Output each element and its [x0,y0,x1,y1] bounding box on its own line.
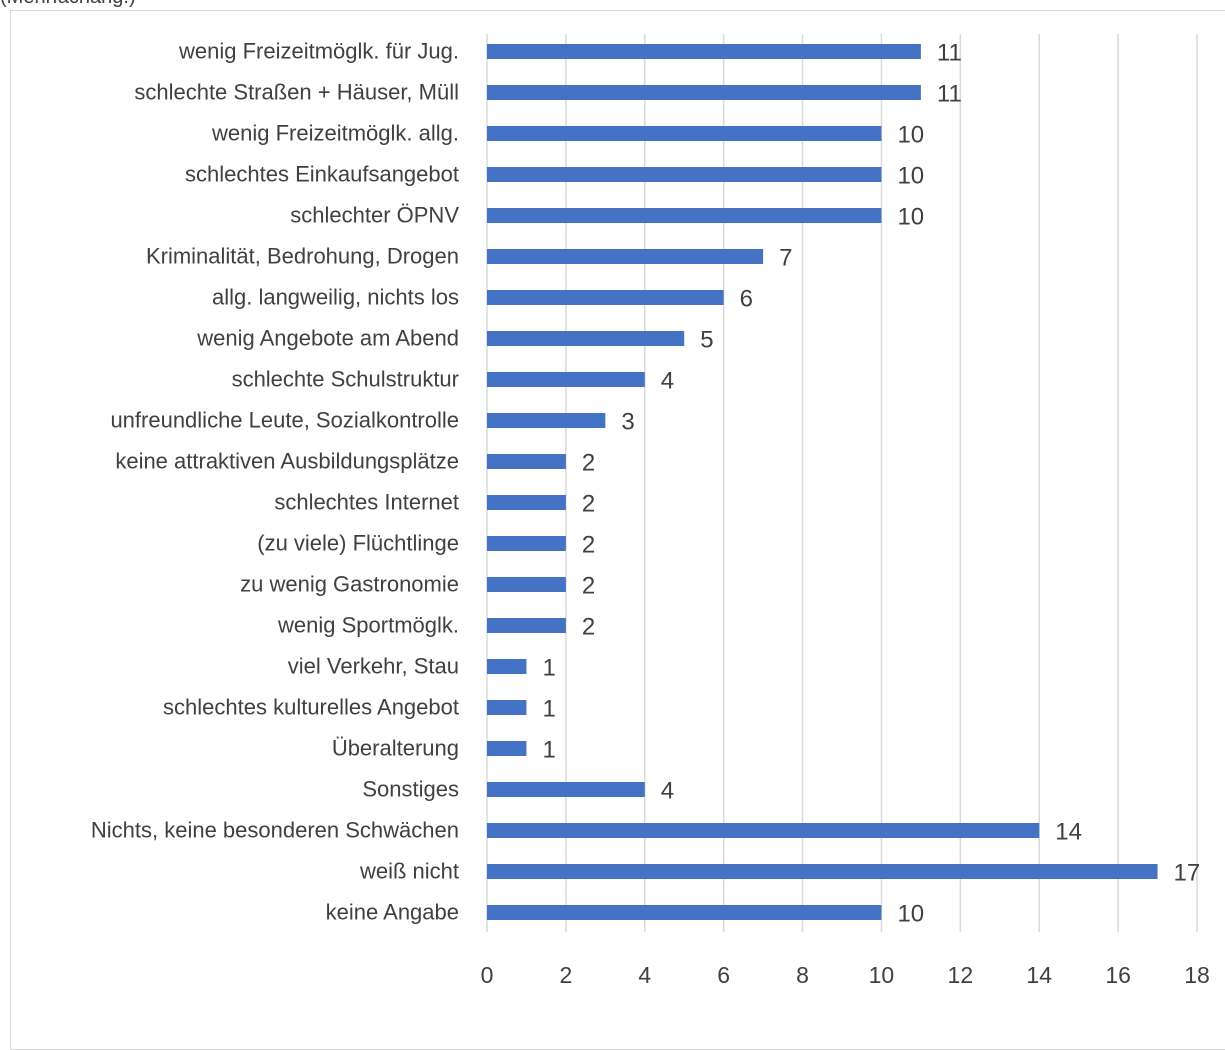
category-label: keine attraktiven Ausbildungsplätze [115,449,459,474]
x-axis-ticks: 0 2 4 6 8 10 12 14 16 18 [481,962,1210,988]
bar [487,44,921,59]
category-labels: wenig Freizeitmöglk. für Jug. schlechte S… [91,39,459,925]
x-tick-label: 14 [1026,962,1052,988]
bar [487,618,566,633]
bar [487,905,882,920]
bar [487,167,882,182]
bar [487,741,527,756]
bar [487,372,645,387]
data-label: 1 [542,655,555,682]
category-label: schlechte Schulstruktur [232,367,459,392]
data-label: 4 [661,368,674,395]
data-label: 6 [740,286,753,313]
data-label: 2 [582,573,595,600]
bar [487,823,1040,838]
category-label: wenig Freizeitmöglk. für Jug. [178,39,459,64]
x-tick-label: 8 [796,962,809,988]
bar [487,85,921,100]
data-label: 14 [1055,819,1082,846]
category-label: wenig Freizeitmöglk. allg. [211,121,459,146]
category-label: weiß nicht [359,859,459,884]
bar [487,331,685,346]
x-tick-label: 2 [559,962,572,988]
bar [487,782,645,797]
x-tick-label: 16 [1105,962,1131,988]
x-tick-label: 18 [1184,962,1210,988]
category-label: schlechtes kulturelles Angebot [163,695,459,720]
data-label: 11 [937,40,962,67]
data-label: 2 [582,491,595,518]
category-label: schlechtes Internet [274,490,459,515]
data-label: 10 [897,122,924,149]
category-label: unfreundliche Leute, Sozialkontrolle [110,408,459,433]
bar [487,495,566,510]
data-label: 11 [937,81,962,108]
category-label: schlechtes Einkaufsangebot [185,162,459,187]
clipped-header-text: (Mehrfachang.) [0,0,136,9]
x-tick-label: 12 [948,962,974,988]
data-label: 2 [582,532,595,559]
bar [487,659,527,674]
category-label: viel Verkehr, Stau [288,654,459,679]
x-tick-label: 0 [481,962,494,988]
category-label: allg. langweilig, nichts los [212,285,459,310]
bar [487,577,566,592]
x-tick-label: 4 [638,962,651,988]
data-label: 3 [621,409,634,436]
data-label: 2 [582,450,595,477]
x-tick-label: 10 [869,962,895,988]
bar [487,413,606,428]
data-label: 10 [897,204,924,231]
bar [487,864,1158,879]
category-label: Nichts, keine besonderen Schwächen [91,818,459,843]
bars [487,44,1158,920]
category-label: (zu viele) Flüchtlinge [257,531,459,556]
bar [487,454,566,469]
category-label: Sonstiges [362,777,459,802]
data-label: 2 [582,614,595,641]
bar-chart: wenig Freizeitmöglk. für Jug. schlechte S… [91,34,1210,988]
category-label: wenig Sportmöglk. [277,613,459,638]
bar [487,700,527,715]
bar [487,126,882,141]
data-label: 10 [897,163,924,190]
category-label: keine Angabe [326,900,459,925]
bar [487,290,724,305]
category-label: Überalterung [332,736,459,761]
data-label: 17 [1174,860,1201,887]
category-label: schlechte Straßen + Häuser, Müll [134,80,459,105]
bar [487,249,764,264]
category-label: Kriminalität, Bedrohung, Drogen [146,244,459,269]
category-label: wenig Angebote am Abend [196,326,459,351]
data-label: 4 [661,778,674,805]
category-label: zu wenig Gastronomie [240,572,459,597]
bar [487,208,882,223]
data-label: 5 [700,327,713,354]
data-label: 1 [542,696,555,723]
data-label: 7 [779,245,792,272]
category-label: schlechter ÖPNV [290,203,459,228]
x-tick-label: 6 [717,962,730,988]
data-label: 10 [897,901,924,928]
bar [487,536,566,551]
data-label: 1 [542,737,555,764]
